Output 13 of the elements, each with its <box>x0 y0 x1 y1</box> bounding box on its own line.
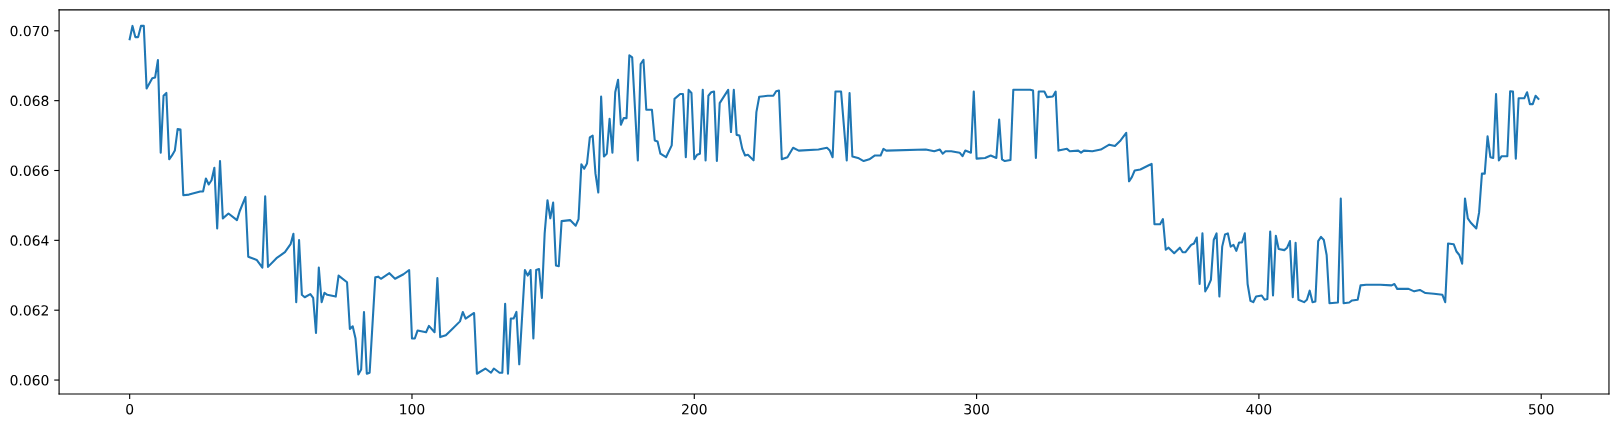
y-tick-label: 0.068 <box>10 95 49 107</box>
x-tick-label: 500 <box>1529 403 1554 415</box>
y-tick-label: 0.062 <box>10 305 48 316</box>
y-tick-label: 0.060 <box>10 375 49 386</box>
x-tick-label: 400 <box>1246 403 1272 415</box>
line-series <box>128 24 1540 376</box>
y-tick-label: 0.066 <box>10 165 49 176</box>
x-tick-label: 0 <box>126 403 134 415</box>
x-tick-label: 100 <box>400 403 425 415</box>
y-tick-label: 0.064 <box>10 235 49 246</box>
x-tick-label: 200 <box>682 403 707 415</box>
y-tick-label: 0.070 <box>10 25 49 37</box>
x-tick-label: 300 <box>964 403 989 415</box>
